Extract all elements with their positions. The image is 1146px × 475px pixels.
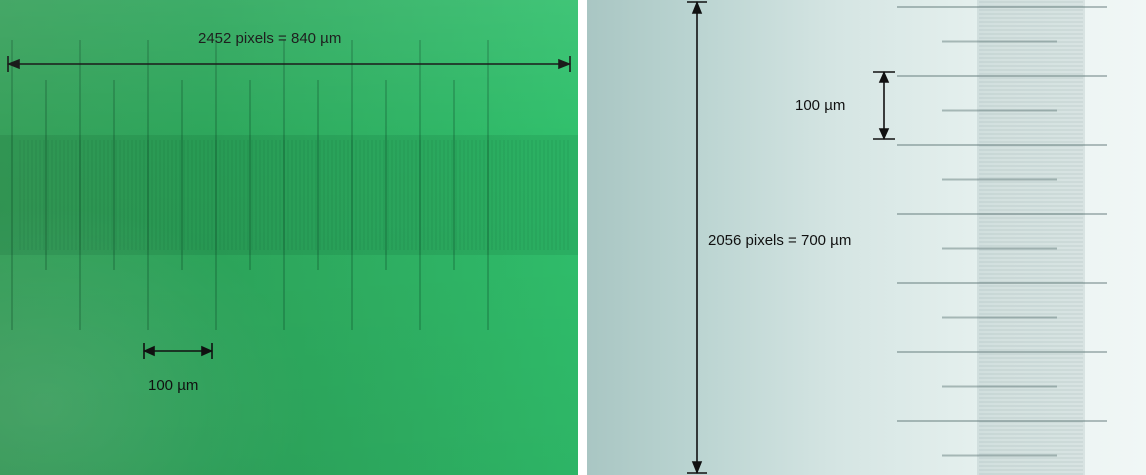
ruler-band-vertical: [977, 0, 1085, 475]
left-scale-label: 100 µm: [148, 377, 199, 394]
height-dimension-arrow: [687, 0, 707, 475]
right-ruler-ticks: [897, 6, 1107, 457]
width-dimension-arrow: [6, 56, 572, 72]
left-micrograph-panel: 2452 pixels = 840 µm 100 µm: [0, 0, 578, 475]
left-ruler-ticks: [11, 40, 489, 330]
width-label: 2452 pixels = 840 µm: [198, 30, 342, 47]
right-fine-ticks: [979, 1, 1083, 475]
height-label: 2056 pixels = 700 µm: [708, 232, 852, 249]
right-ruler-graphics: [687, 0, 1107, 475]
left-fine-ticks: [19, 140, 569, 250]
left-ruler-graphics: [0, 40, 578, 359]
right-scale-label: 100 µm: [795, 97, 846, 114]
ruler-band: [0, 135, 578, 255]
left-scale-bar: [143, 343, 213, 359]
right-micrograph-panel: 2056 pixels = 700 µm 100 µm: [587, 0, 1146, 475]
right-scale-bar: [873, 71, 895, 140]
